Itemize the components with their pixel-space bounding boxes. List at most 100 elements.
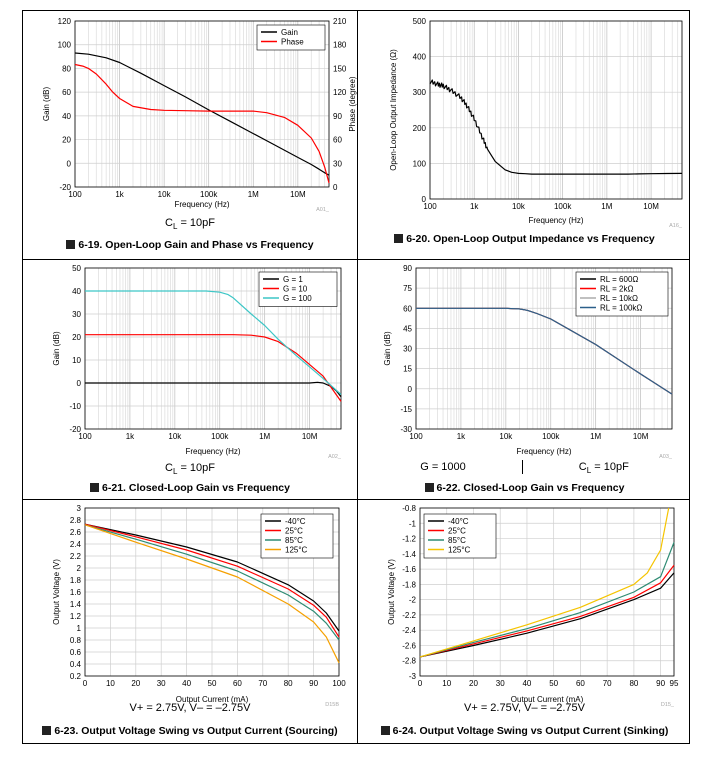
legend-label: RL = 2kΩ	[600, 285, 633, 294]
series-line	[85, 334, 342, 402]
figure-6-21-cell: 100 1k 10k 100k 1M 10M -20 -10 0 10 20 30 40 50 Freque…	[23, 260, 357, 499]
y-tick-label: 45	[403, 324, 412, 333]
x-tick-label: 100	[332, 679, 346, 688]
y-tick-label: 0	[422, 195, 427, 204]
closed-loop-gain-chart-1: 100 1k 10k 100k 1M 10M -20 -10 0 10 20 30 40 50 Freque…	[52, 264, 342, 460]
figure-id-watermark: A16_	[669, 223, 683, 229]
y-tick-label: -1.2	[402, 535, 416, 544]
y-tick-label: 1.4	[70, 600, 82, 609]
figure-6-19-cell: 100 1k 10k 100k 1M 10M -20 0 20 40 60 80 100 120 0 30 60…	[23, 11, 357, 259]
figure-id-watermark: A03_	[659, 454, 673, 460]
figure-id-watermark: D15B	[325, 702, 339, 708]
series-line	[419, 542, 675, 658]
x-tick-label: 10k	[499, 432, 513, 441]
y-tick-label: 100	[413, 159, 427, 168]
legend-label: G = 100	[283, 294, 312, 303]
figure-6-24-condition: V+ = 2.75V, V– = –2.75V	[464, 702, 585, 714]
y-tick-label: 100	[58, 41, 72, 50]
y-tick-label: -20	[59, 183, 71, 192]
x-axis-label: Frequency (Hz)	[528, 216, 583, 225]
y-tick-label: 2.6	[70, 528, 82, 537]
x-tick-label: 1k	[457, 432, 466, 441]
y-tick-label: 1	[77, 624, 82, 633]
y-tick-label: 1.6	[70, 588, 82, 597]
legend-label: 25°C	[448, 527, 466, 536]
legend-label: 125°C	[285, 546, 308, 555]
y-tick-label: 60	[62, 88, 71, 97]
y2-tick-label: 90	[333, 112, 342, 121]
y-tick-label: 15	[403, 365, 412, 374]
y-tick-label: 400	[413, 53, 427, 62]
x-tick-label: 10k	[168, 432, 182, 441]
x-tick-label: 60	[576, 679, 585, 688]
y-tick-label: 50	[72, 264, 81, 273]
x-tick-label: 10M	[633, 432, 649, 441]
y-tick-label: 0.6	[70, 648, 82, 657]
series-line	[84, 524, 340, 664]
figure-icon	[424, 483, 434, 492]
y-tick-label: 120	[58, 17, 72, 26]
x-tick-label: 80	[629, 679, 638, 688]
series-line	[74, 52, 330, 176]
x-tick-label: 95	[670, 679, 679, 688]
condition-separator	[521, 460, 523, 474]
figure-6-24-cell: 0 10 20 30 40 50 60 70 80 90 95 -3 -2.8 -2.6 -2.4 -2.2 -…	[358, 500, 691, 745]
x-axis-label: Output Current (mA)	[511, 695, 584, 704]
y-axis-label: Output Voltage (V)	[387, 559, 396, 625]
y-tick-label: 80	[62, 64, 71, 73]
x-tick-label: 10M	[302, 432, 318, 441]
plot-frame	[74, 20, 330, 188]
figure-6-20-cell: 100 1k 10k 100k 1M 10M 0 100 200 300 400 500 Frequen…	[358, 11, 691, 259]
y-axis-label: Output Voltage (V)	[52, 559, 61, 625]
y-tick-label: 90	[403, 264, 412, 273]
x-tick-label: 30	[496, 679, 505, 688]
x-tick-label: 80	[284, 679, 293, 688]
legend: G = 1G = 10G = 100	[258, 271, 338, 307]
y-tick-label: 0	[77, 379, 82, 388]
y-tick-label: 2.2	[70, 552, 82, 561]
y-tick-label: 0	[67, 159, 72, 168]
figure-6-22-caption: 6-22. Closed-Loop Gain vs Frequency	[358, 482, 691, 494]
y-tick-label: -2.6	[402, 641, 416, 650]
legend-label: 25°C	[285, 527, 303, 536]
figure-id-watermark: D15_	[661, 702, 675, 708]
y-tick-label: 0.2	[70, 672, 82, 681]
row-divider-2	[23, 499, 689, 500]
y-axis-label: Gain (dB)	[383, 331, 392, 366]
y-tick-label: -2.4	[402, 626, 416, 635]
x-tick-label: 20	[131, 679, 140, 688]
figure-icon	[42, 726, 52, 735]
plot-frame	[415, 267, 673, 430]
y-axis-label: Gain (dB)	[52, 331, 61, 366]
x-tick-label: 100	[409, 432, 423, 441]
figure-6-21-caption: 6-21. Closed-Loop Gain vs Frequency	[23, 482, 357, 494]
output-impedance-chart: 100 1k 10k 100k 1M 10M0100200300400500Frequen…	[389, 17, 683, 229]
figure-grid: 100 1k 10k 100k 1M 10M -20 0 20 40 60 80 100 120 0 30 60…	[22, 10, 690, 744]
x-tick-label: 90	[309, 679, 318, 688]
x-tick-label: 100k	[542, 432, 560, 441]
series-line	[84, 523, 340, 638]
x-tick-label: 50	[549, 679, 558, 688]
y-tick-label: 2.8	[70, 516, 82, 525]
x-tick-label: 40	[182, 679, 191, 688]
figure-icon	[380, 726, 390, 735]
series-line	[419, 507, 670, 658]
y-tick-label: -1.8	[402, 580, 416, 589]
y-axis-label: Open-Loop Output Impedance (Ω)	[389, 49, 398, 171]
legend-label: Phase	[281, 38, 304, 47]
y-tick-label: 40	[72, 287, 81, 296]
y-tick-label: -1.4	[402, 550, 416, 559]
x-tick-label: 60	[233, 679, 242, 688]
x-tick-label: 70	[603, 679, 612, 688]
series-line	[419, 572, 675, 658]
figure-6-19-caption: 6-19. Open-Loop Gain and Phase vs Freque…	[23, 239, 357, 251]
series-line	[84, 524, 340, 641]
x-tick-label: 20	[469, 679, 478, 688]
x-tick-label: 0	[83, 679, 88, 688]
y-tick-label: -30	[400, 425, 412, 434]
legend-label: 85°C	[448, 536, 466, 545]
y-tick-label: -2.2	[402, 611, 416, 620]
plot-frame	[84, 267, 342, 430]
